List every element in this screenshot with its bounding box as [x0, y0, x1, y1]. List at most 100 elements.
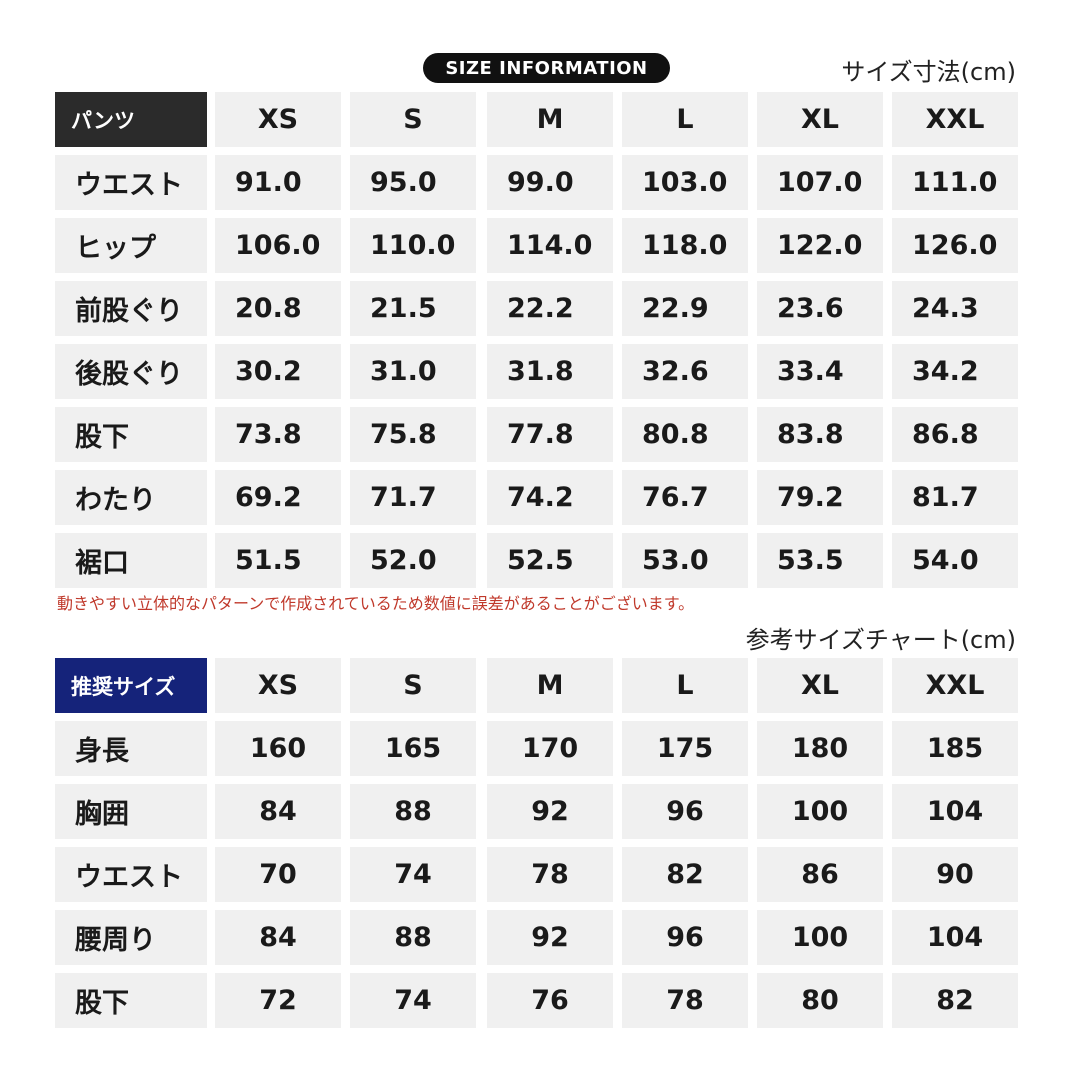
- value-cell: 75.8: [350, 407, 476, 462]
- value-cell: 33.4: [757, 344, 883, 399]
- value-cell: 23.6: [757, 281, 883, 336]
- value-cell: 69.2: [215, 470, 341, 525]
- value-cell: 100: [757, 910, 883, 965]
- value-cell: 104: [892, 784, 1018, 839]
- note: 動きやすい立体的なパターンで作成されているため数値に誤差があることがございます。: [57, 594, 695, 613]
- value-cell: 78: [622, 973, 748, 1028]
- row-label: 股下: [55, 407, 207, 462]
- column-header: M: [487, 92, 613, 147]
- value-cell: 100: [757, 784, 883, 839]
- value-cell: 175: [622, 721, 748, 776]
- value-cell: 86.8: [892, 407, 1018, 462]
- row-label: 前股ぐり: [55, 281, 207, 336]
- value-cell: 95.0: [350, 155, 476, 210]
- value-cell: 32.6: [622, 344, 748, 399]
- row-label: 後股ぐり: [55, 344, 207, 399]
- value-cell: 88: [350, 910, 476, 965]
- value-cell: 86: [757, 847, 883, 902]
- corner-cell: 推奨サイズ: [55, 658, 207, 713]
- value-cell: 34.2: [892, 344, 1018, 399]
- value-cell: 84: [215, 784, 341, 839]
- row-label: 裾口: [55, 533, 207, 588]
- value-cell: 92: [487, 910, 613, 965]
- value-cell: 53.0: [622, 533, 748, 588]
- value-cell: 24.3: [892, 281, 1018, 336]
- column-header: S: [350, 658, 476, 713]
- value-cell: 96: [622, 784, 748, 839]
- row-label: わたり: [55, 470, 207, 525]
- value-cell: 52.0: [350, 533, 476, 588]
- row-label: 身長: [55, 721, 207, 776]
- value-cell: 110.0: [350, 218, 476, 273]
- row-label: 股下: [55, 973, 207, 1028]
- column-header: XS: [215, 658, 341, 713]
- column-header: M: [487, 658, 613, 713]
- value-cell: 52.5: [487, 533, 613, 588]
- value-cell: 70: [215, 847, 341, 902]
- column-header: XXL: [892, 92, 1018, 147]
- value-cell: 83.8: [757, 407, 883, 462]
- value-cell: 104: [892, 910, 1018, 965]
- value-cell: 103.0: [622, 155, 748, 210]
- value-cell: 180: [757, 721, 883, 776]
- column-header: XXL: [892, 658, 1018, 713]
- column-header: XL: [757, 658, 883, 713]
- value-cell: 96: [622, 910, 748, 965]
- value-cell: 106.0: [215, 218, 341, 273]
- value-cell: 76.7: [622, 470, 748, 525]
- value-cell: 73.8: [215, 407, 341, 462]
- value-cell: 76: [487, 973, 613, 1028]
- value-cell: 185: [892, 721, 1018, 776]
- value-cell: 74.2: [487, 470, 613, 525]
- column-header: XL: [757, 92, 883, 147]
- unit-note: サイズ寸法(cm): [841, 58, 1016, 86]
- value-cell: 53.5: [757, 533, 883, 588]
- badge: SIZE INFORMATION: [423, 53, 670, 83]
- corner-cell: パンツ: [55, 92, 207, 147]
- value-cell: 22.2: [487, 281, 613, 336]
- value-cell: 74: [350, 973, 476, 1028]
- value-cell: 82: [622, 847, 748, 902]
- column-header: L: [622, 92, 748, 147]
- column-header: L: [622, 658, 748, 713]
- value-cell: 79.2: [757, 470, 883, 525]
- value-cell: 88: [350, 784, 476, 839]
- value-cell: 118.0: [622, 218, 748, 273]
- value-cell: 20.8: [215, 281, 341, 336]
- column-header: S: [350, 92, 476, 147]
- row-label: 腰周り: [55, 910, 207, 965]
- value-cell: 80.8: [622, 407, 748, 462]
- value-cell: 99.0: [487, 155, 613, 210]
- value-cell: 122.0: [757, 218, 883, 273]
- value-cell: 80: [757, 973, 883, 1028]
- value-cell: 78: [487, 847, 613, 902]
- value-cell: 30.2: [215, 344, 341, 399]
- value-cell: 91.0: [215, 155, 341, 210]
- value-cell: 90: [892, 847, 1018, 902]
- value-cell: 21.5: [350, 281, 476, 336]
- value-cell: 165: [350, 721, 476, 776]
- value-cell: 77.8: [487, 407, 613, 462]
- value-cell: 31.0: [350, 344, 476, 399]
- value-cell: 81.7: [892, 470, 1018, 525]
- value-cell: 84: [215, 910, 341, 965]
- row-label: 胸囲: [55, 784, 207, 839]
- value-cell: 71.7: [350, 470, 476, 525]
- value-cell: 111.0: [892, 155, 1018, 210]
- value-cell: 107.0: [757, 155, 883, 210]
- value-cell: 160: [215, 721, 341, 776]
- value-cell: 54.0: [892, 533, 1018, 588]
- value-cell: 74: [350, 847, 476, 902]
- value-cell: 92: [487, 784, 613, 839]
- value-cell: 72: [215, 973, 341, 1028]
- row-label: ヒップ: [55, 218, 207, 273]
- value-cell: 31.8: [487, 344, 613, 399]
- row-label: ウエスト: [55, 847, 207, 902]
- value-cell: 170: [487, 721, 613, 776]
- column-header: XS: [215, 92, 341, 147]
- value-cell: 82: [892, 973, 1018, 1028]
- value-cell: 22.9: [622, 281, 748, 336]
- value-cell: 114.0: [487, 218, 613, 273]
- row-label: ウエスト: [55, 155, 207, 210]
